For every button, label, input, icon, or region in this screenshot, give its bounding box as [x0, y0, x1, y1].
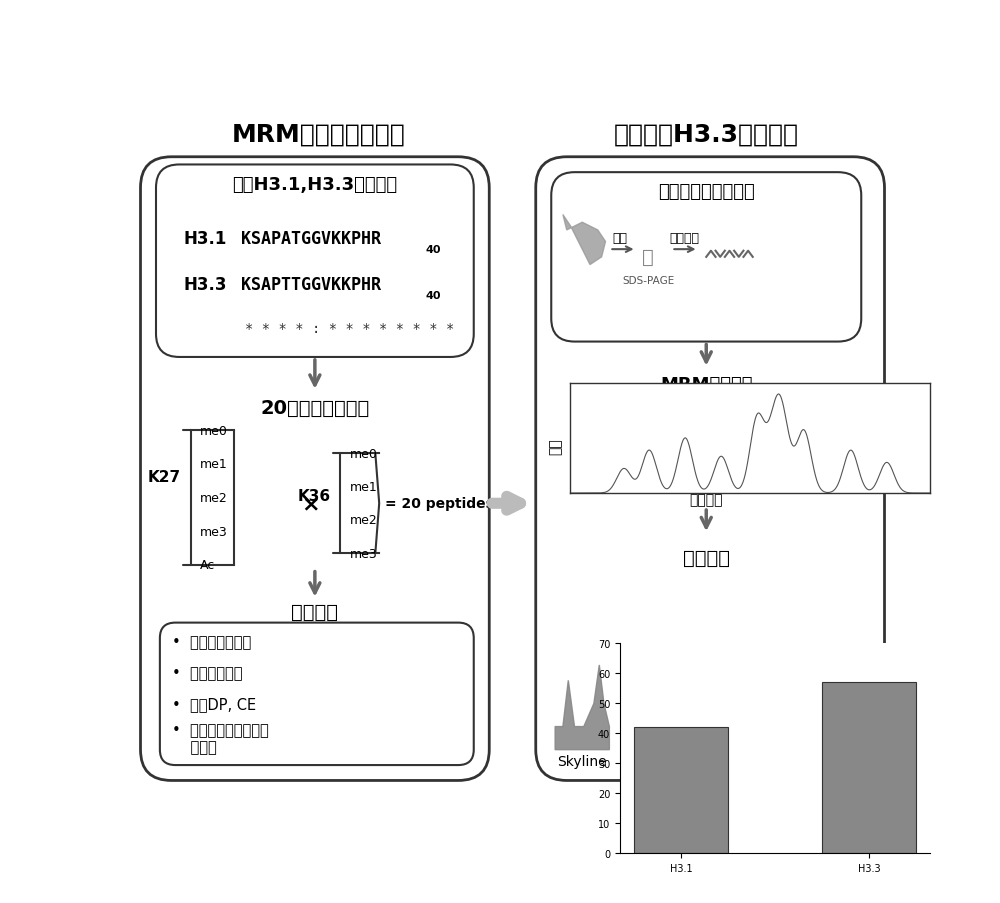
Text: ⬛: ⬛	[642, 248, 654, 267]
Text: KSAPTTGGVKKPHR: KSAPTTGGVKKPHR	[241, 275, 381, 293]
Text: •  筛选母子离子对: • 筛选母子离子对	[172, 635, 251, 649]
FancyBboxPatch shape	[156, 165, 474, 358]
Text: me0: me0	[350, 447, 378, 461]
Text: me0: me0	[200, 424, 228, 437]
Text: •  优化DP, CE: • 优化DP, CE	[172, 696, 256, 712]
Text: H3.1: H3.1	[183, 229, 226, 247]
Text: 40: 40	[426, 291, 441, 301]
Text: 植物组蛋白提取酶解: 植物组蛋白提取酶解	[658, 183, 755, 201]
Bar	[822, 683, 916, 853]
FancyBboxPatch shape	[536, 158, 885, 780]
Text: 方法优化: 方法优化	[291, 602, 338, 621]
Text: K27: K27	[148, 470, 181, 484]
Text: Skyline: Skyline	[557, 754, 607, 768]
Text: 40: 40	[426, 245, 441, 255]
Text: ×: ×	[302, 494, 320, 514]
Text: 强度: 强度	[548, 438, 562, 454]
Text: KSAPATGGVKKPHR: KSAPATGGVKKPHR	[241, 229, 381, 247]
Text: me1: me1	[350, 480, 378, 494]
Text: * * * * : * * * * * * * *: * * * * : * * * * * * * *	[245, 321, 454, 335]
Text: •  线性范围、检测限、
    重复性: • 线性范围、检测限、 重复性	[172, 722, 268, 755]
Text: me2: me2	[200, 491, 228, 505]
Text: 保留时间: 保留时间	[690, 493, 723, 507]
Text: me2: me2	[350, 514, 378, 526]
Text: 数据分析: 数据分析	[683, 548, 730, 567]
Text: = 20 peptides: = 20 peptides	[385, 497, 494, 511]
Text: 植物样本H3.3定量分析: 植物样本H3.3定量分析	[614, 123, 799, 146]
Text: 胶内酶解: 胶内酶解	[670, 232, 700, 245]
Text: me3: me3	[200, 525, 228, 538]
Polygon shape	[555, 666, 609, 749]
Text: •  排除干扰离子: • 排除干扰离子	[172, 666, 242, 680]
Text: 20条组合修饰肽段: 20条组合修饰肽段	[260, 398, 370, 417]
Text: H3.3: H3.3	[183, 275, 227, 293]
Text: me1: me1	[200, 458, 228, 470]
Text: me3: me3	[350, 547, 378, 560]
Polygon shape	[563, 215, 606, 265]
Text: Ac: Ac	[200, 559, 215, 572]
Text: K36: K36	[297, 489, 330, 504]
FancyBboxPatch shape	[160, 623, 474, 765]
Text: 酸提: 酸提	[612, 232, 627, 245]
Text: MRM定量分析: MRM定量分析	[660, 376, 753, 394]
Text: MRM方法建立、优化: MRM方法建立、优化	[232, 123, 406, 146]
Text: 植物H3.1,H3.3序列分析: 植物H3.1,H3.3序列分析	[232, 175, 397, 193]
Text: SDS-PAGE: SDS-PAGE	[622, 275, 674, 285]
FancyBboxPatch shape	[140, 158, 489, 780]
FancyBboxPatch shape	[551, 173, 861, 342]
Bar	[634, 727, 728, 853]
